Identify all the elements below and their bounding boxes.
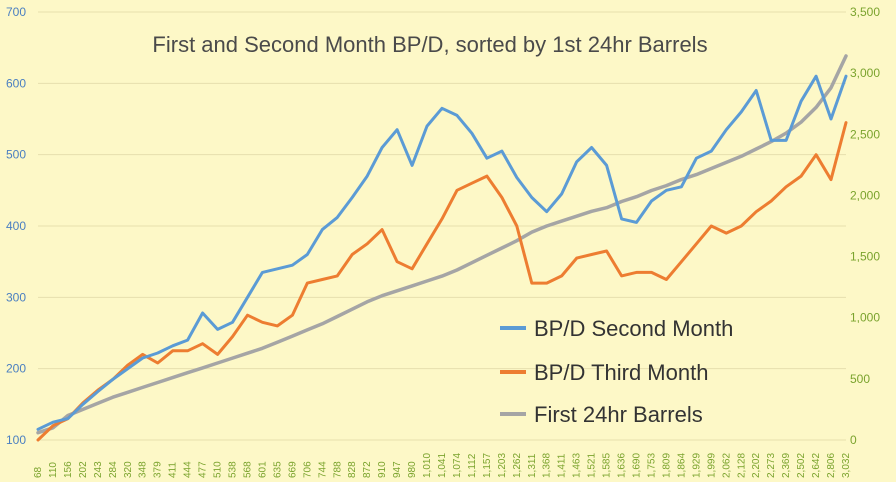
x-tick-label: 706 xyxy=(302,461,313,478)
x-tick-label: 1,585 xyxy=(602,453,613,478)
x-tick-label: 1,753 xyxy=(646,453,657,478)
series-line-2 xyxy=(36,54,848,435)
x-tick-label: 1,262 xyxy=(512,453,523,478)
x-tick-label: 510 xyxy=(213,461,224,478)
x-tick-label: 2,642 xyxy=(811,453,822,478)
legend-label-0: BP/D Second Month xyxy=(534,316,733,341)
x-tick-label: 110 xyxy=(48,462,59,478)
y-axis-left: 100 200 300 400 500 600 700 xyxy=(6,5,26,447)
x-tick-label: 202 xyxy=(78,461,89,478)
y-right-tick-label: 0 xyxy=(850,433,857,447)
x-tick-label: 744 xyxy=(317,461,328,478)
x-tick-label: 2,273 xyxy=(766,453,777,478)
x-tick-label: 2,806 xyxy=(826,453,837,478)
x-tick-label: 947 xyxy=(392,461,403,478)
x-tick-label: 3,032 xyxy=(841,453,852,478)
x-tick-label: 872 xyxy=(362,461,373,478)
x-tick-label: 348 xyxy=(138,461,149,478)
x-tick-label: 2,369 xyxy=(781,453,792,478)
x-tick-label: 379 xyxy=(153,461,164,478)
y-left-tick-label: 700 xyxy=(6,5,26,19)
legend-label-1: BP/D Third Month xyxy=(534,360,708,385)
legend-label-2: First 24hr Barrels xyxy=(534,402,703,427)
grid xyxy=(38,11,846,441)
x-tick-label: 1,864 xyxy=(676,453,687,478)
x-tick-label: 980 xyxy=(407,461,418,478)
x-tick-label: 411 xyxy=(168,462,179,478)
x-tick-label: 1,157 xyxy=(482,453,493,478)
y-right-tick-label: 2,500 xyxy=(850,127,880,141)
x-tick-label: 669 xyxy=(287,461,298,478)
y-right-tick-label: 2,000 xyxy=(850,188,880,202)
y-left-tick-label: 300 xyxy=(6,290,26,304)
x-tick-label: 284 xyxy=(108,461,119,478)
y-right-tick-label: 1,000 xyxy=(850,311,880,325)
x-tick-label: 2,062 xyxy=(721,453,732,478)
x-tick-label: 1,411 xyxy=(557,453,568,478)
y-left-tick-label: 600 xyxy=(6,76,26,90)
x-tick-label: 635 xyxy=(272,461,283,478)
x-tick-label: 1,636 xyxy=(617,453,628,478)
x-tick-label: 568 xyxy=(242,461,253,478)
x-tick-label: 910 xyxy=(377,461,388,478)
x-axis: 68 110 156 202 243 284 320 348 379 411 444 477 510 53… xyxy=(33,453,852,478)
x-tick-label: 601 xyxy=(257,461,268,478)
series-line-0 xyxy=(36,74,848,431)
x-tick-label: 1,690 xyxy=(632,453,643,478)
y-right-tick-label: 1,500 xyxy=(850,250,880,264)
x-tick-label: 1,311 xyxy=(527,453,538,478)
x-tick-label: 2,202 xyxy=(751,453,762,478)
y-right-tick-label: 3,000 xyxy=(850,66,880,80)
x-tick-label: 1,463 xyxy=(572,453,583,478)
y-right-tick-label: 3,500 xyxy=(850,5,880,19)
x-tick-label: 1,929 xyxy=(691,453,702,478)
x-tick-label: 1,521 xyxy=(587,453,598,478)
x-tick-label: 1,041 xyxy=(437,453,448,478)
y-left-tick-label: 100 xyxy=(6,433,26,447)
x-tick-label: 2,502 xyxy=(796,453,807,478)
series-layer xyxy=(36,54,848,442)
x-tick-label: 68 xyxy=(33,466,44,478)
x-tick-label: 1,999 xyxy=(706,453,717,478)
y-left-tick-label: 400 xyxy=(6,219,26,233)
x-tick-label: 1,010 xyxy=(422,453,433,478)
y-left-tick-label: 200 xyxy=(6,362,26,376)
x-tick-label: 828 xyxy=(347,461,358,478)
x-tick-label: 1,203 xyxy=(497,453,508,478)
x-tick-label: 788 xyxy=(332,461,343,478)
x-tick-label: 1,809 xyxy=(661,453,672,478)
legend: BP/D Second Month BP/D Third Month First 2… xyxy=(500,316,733,427)
chart-title: First and Second Month BP/D, sorted by 1… xyxy=(152,32,707,57)
x-tick-label: 1,112 xyxy=(467,453,478,478)
y-axis-right: 0 500 1,000 1,500 2,000 2,500 3,000 3,500 xyxy=(850,5,880,447)
x-tick-label: 156 xyxy=(63,461,74,478)
x-tick-label: 477 xyxy=(198,461,209,478)
y-left-tick-label: 500 xyxy=(6,148,26,162)
x-tick-label: 1,074 xyxy=(452,453,463,478)
y-right-tick-label: 500 xyxy=(850,372,870,386)
x-tick-label: 444 xyxy=(183,461,194,478)
series-line-1 xyxy=(36,121,848,442)
x-tick-label: 1,368 xyxy=(542,453,553,478)
x-tick-label: 320 xyxy=(123,461,134,478)
x-tick-label: 538 xyxy=(228,461,239,478)
x-tick-label: 2,128 xyxy=(736,453,747,478)
x-tick-label: 243 xyxy=(93,461,104,478)
